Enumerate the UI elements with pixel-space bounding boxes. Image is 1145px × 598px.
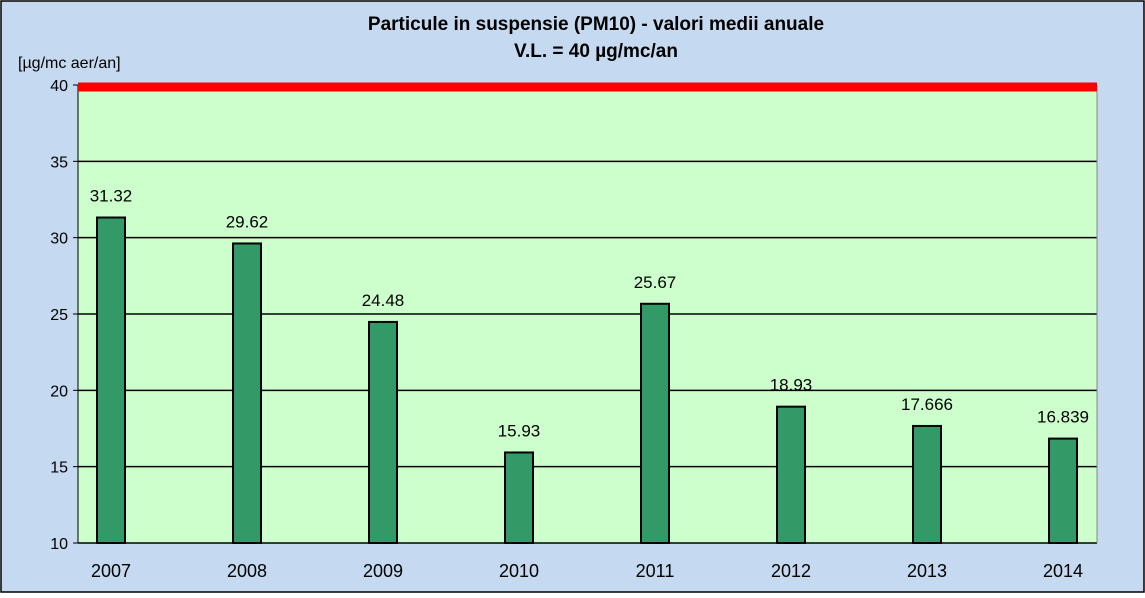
y-tick-label: 25 (50, 307, 68, 324)
x-tick-label: 2012 (771, 561, 811, 581)
y-tick-label: 35 (50, 154, 68, 171)
bar (368, 320, 398, 544)
x-tick-label: 2014 (1043, 561, 1083, 581)
chart-subtitle: V.L. = 40 µg/mc/an (514, 41, 678, 62)
y-axis-label: [µg/mc aer/an] (18, 55, 121, 72)
bar (1048, 437, 1078, 545)
bar (776, 405, 806, 544)
y-tick-label: 15 (50, 460, 68, 477)
data-label: 17.666 (901, 395, 953, 414)
x-tick-label: 2008 (227, 561, 267, 581)
x-tick-label: 2007 (91, 561, 131, 581)
data-label: 15.93 (498, 421, 541, 440)
y-tick-label: 20 (50, 383, 68, 400)
data-label: 18.93 (770, 376, 813, 395)
x-tick-label: 2010 (499, 561, 539, 581)
bar (232, 242, 262, 545)
bar (912, 424, 942, 544)
y-tick-label: 30 (50, 231, 68, 248)
bar (640, 302, 670, 544)
data-label: 24.48 (362, 291, 405, 310)
data-label: 31.32 (90, 187, 133, 206)
bar (96, 216, 126, 544)
plot-layer: 10 15 20 25 30 35 40 2007 31.32 2008 29.62 2009 24.4… (50, 78, 1098, 581)
chart-title: Particule in suspensie (PM10) - valori m… (368, 14, 824, 35)
data-label: 16.839 (1037, 408, 1089, 427)
y-tick-label: 40 (50, 78, 68, 95)
x-tick-label: 2013 (907, 561, 947, 581)
x-tick-label: 2009 (363, 561, 403, 581)
bar (504, 451, 534, 544)
data-label: 25.67 (634, 273, 677, 292)
x-tick-label: 2011 (636, 561, 675, 581)
y-tick-label: 10 (50, 536, 68, 553)
data-label: 29.62 (226, 212, 269, 231)
